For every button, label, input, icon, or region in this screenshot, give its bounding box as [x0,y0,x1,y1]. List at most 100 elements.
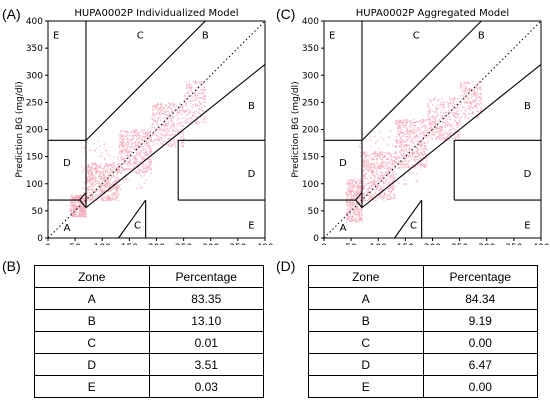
data-point [357,178,359,180]
data-point [437,120,440,122]
data-point [381,188,383,190]
data-point [453,125,455,127]
data-point [148,145,150,147]
data-point [377,180,379,182]
data-point [86,167,89,170]
data-point [434,124,436,126]
data-point [131,168,133,170]
data-point [381,198,384,200]
data-point [397,156,399,159]
data-point [388,136,390,139]
data-point [393,177,396,179]
data-point [443,116,446,118]
data-point [144,157,146,159]
data-point [84,208,86,210]
data-point [395,161,397,163]
data-point [356,199,358,202]
data-point [379,193,381,196]
data-point [409,149,411,151]
data-point [395,123,397,126]
data-point [141,135,144,137]
data-point [101,168,103,170]
data-point [136,143,139,146]
data-point [152,140,154,142]
data-point [149,162,151,164]
data-point [156,143,158,145]
data-point [418,128,420,130]
data-point [157,135,159,138]
data-point [362,194,364,197]
data-point [165,119,167,121]
data-point [359,214,361,216]
data-point [194,82,196,84]
data-point [373,179,375,181]
data-point [416,134,418,136]
data-point [366,151,368,153]
data-point [91,163,93,166]
data-point [115,179,117,181]
data-point [79,215,81,217]
data-point [112,186,114,188]
data-point [406,133,409,135]
data-point [476,103,479,105]
data-point [105,181,107,183]
data-point [362,196,364,198]
data-point [421,152,423,154]
data-point [161,134,163,136]
data-point [135,156,137,159]
percentage-cell: 0.03 [148,375,264,398]
data-point [70,211,72,213]
table-row: C 0.01 [34,331,264,354]
data-point [82,181,84,183]
data-point [455,129,457,131]
data-point [144,149,146,151]
data-point [136,160,138,162]
data-point [150,140,152,142]
zone-label: A [64,223,71,234]
data-point [137,165,140,168]
data-point [146,134,149,136]
data-point [352,196,355,198]
data-point [71,205,74,207]
data-point [128,162,130,164]
data-point [150,161,152,163]
data-point [470,89,472,91]
data-point [422,149,424,151]
data-point [106,177,108,180]
data-point [105,149,107,152]
data-point [166,115,168,117]
data-point [97,176,99,178]
data-point [80,216,82,218]
data-point [84,200,86,202]
data-point [416,158,418,161]
data-point [73,196,75,198]
data-point [139,143,141,145]
data-point [446,111,448,114]
data-point [145,151,147,153]
data-point [445,120,447,122]
data-point [387,198,389,201]
zone-boundary-line [361,63,542,209]
data-point [471,106,473,108]
data-point [407,144,409,146]
data-point [184,109,187,111]
data-point [119,133,121,135]
data-point [88,166,90,168]
data-point [359,182,361,184]
data-point [458,98,460,100]
data-point [422,157,424,159]
data-point [163,108,165,110]
data-point [378,154,381,157]
data-point [168,144,171,146]
data-point [353,218,355,220]
data-point [118,152,120,155]
data-point [426,164,429,167]
data-point [444,137,446,139]
data-point [98,165,100,168]
data-point [196,98,198,101]
data-point [94,189,96,191]
data-point [150,146,152,148]
data-point [150,168,152,171]
data-point [94,163,96,165]
data-point [370,159,372,161]
